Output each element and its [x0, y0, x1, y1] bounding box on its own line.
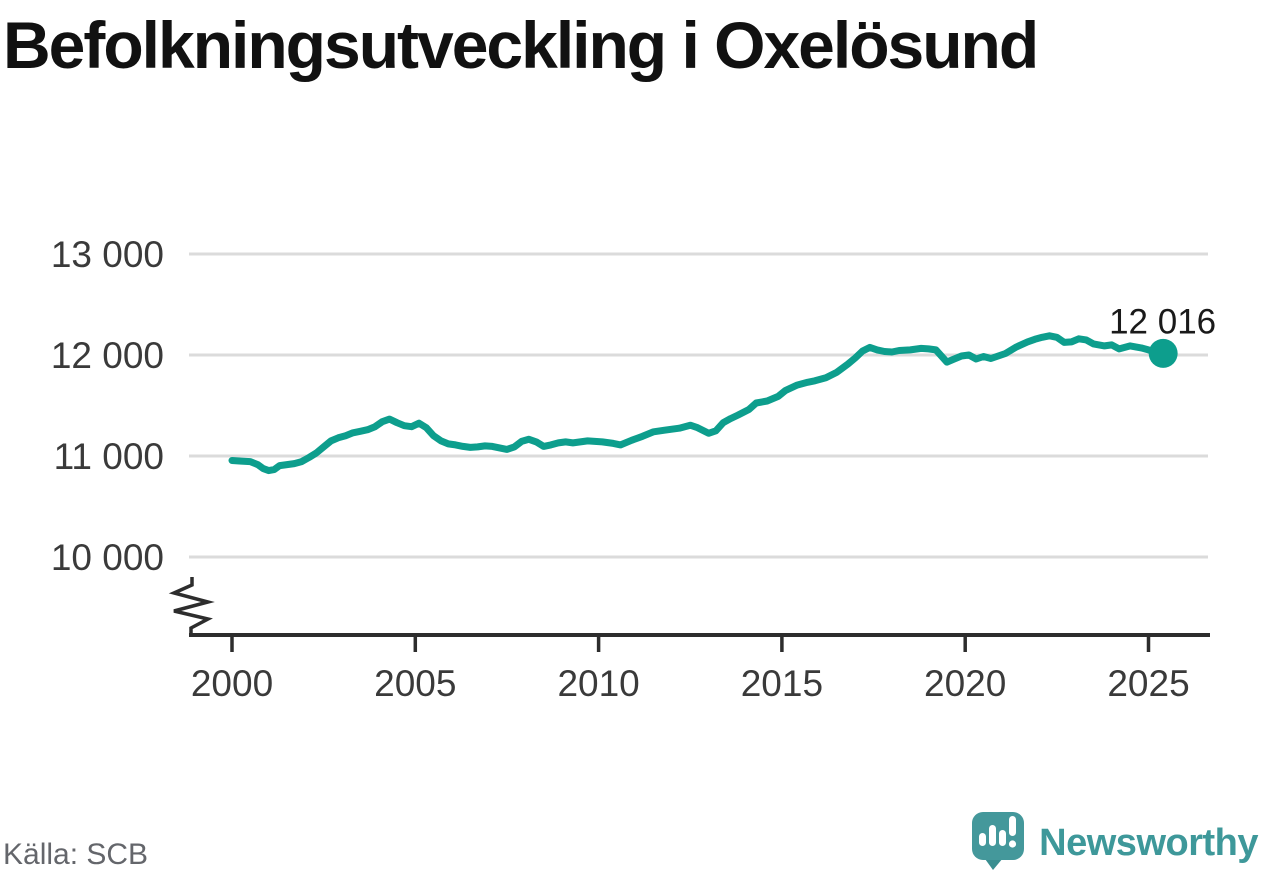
x-tick-label: 2025 — [1107, 663, 1189, 704]
logo-exclamation-dot — [1009, 840, 1017, 848]
newsworthy-logo: Newsworthy — [971, 812, 1258, 874]
newsworthy-icon — [972, 812, 1025, 870]
brand-name: Newsworthy — [1039, 821, 1258, 864]
x-tick-label: 2000 — [191, 663, 273, 704]
x-tick-label: 2005 — [374, 663, 456, 704]
population-line — [228, 332, 1167, 475]
logo-exclamation-stem — [1009, 816, 1017, 836]
latest-value-label: 12 016 — [1109, 302, 1216, 341]
source-label: Källa: SCB — [3, 838, 149, 871]
x-tick-label: 2015 — [741, 663, 823, 704]
y-tick-label: 13 000 — [51, 234, 164, 275]
logo-bar-3 — [999, 830, 1007, 846]
axis-break-icon — [168, 577, 215, 637]
logo-bar-2 — [989, 825, 997, 846]
x-tick-label: 2010 — [557, 663, 639, 704]
latest-point-marker — [1148, 338, 1178, 368]
x-axis-ticks — [230, 637, 1151, 652]
chart-title: Befolkningsutveckling i Oxelösund — [3, 8, 1039, 82]
logo-bar-1 — [979, 833, 987, 846]
y-tick-label: 11 000 — [54, 436, 164, 477]
x-tick-label: 2020 — [924, 663, 1006, 704]
y-tick-label: 10 000 — [51, 537, 164, 578]
x-axis-labels: 2000 2005 2010 2015 2020 2025 — [191, 663, 1190, 704]
y-axis-labels: 13 000 12 000 11 000 10 000 — [51, 234, 164, 578]
y-tick-label: 12 000 — [51, 335, 164, 376]
gridlines — [189, 252, 1208, 559]
